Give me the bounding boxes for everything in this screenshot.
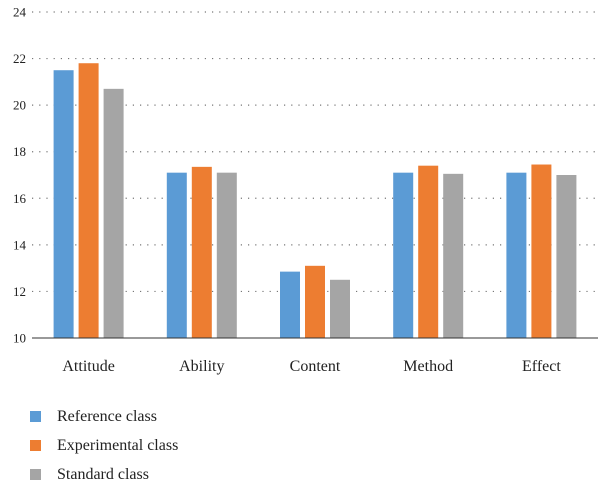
y-tick-label: 10 [13, 331, 26, 346]
bar-standard-class-method [443, 173, 464, 338]
x-category-label: Ability [179, 358, 224, 375]
x-category-label: Method [403, 358, 453, 375]
bar-reference-class-content [280, 271, 300, 338]
y-tick-label: 12 [13, 284, 26, 299]
bar-standard-class-effect [556, 175, 577, 338]
x-category-label: Attitude [62, 358, 114, 375]
y-tick-label: 16 [13, 191, 27, 206]
x-category-label: Content [290, 358, 341, 375]
y-tick-label: 18 [13, 144, 26, 159]
y-tick-label: 14 [13, 237, 27, 252]
legend-swatch [30, 440, 41, 451]
legend-label: Experimental class [57, 436, 179, 454]
bar-experimental-class-content [305, 265, 325, 338]
x-axis-category-labels: Attitude Ability Content Method Effect [62, 358, 561, 375]
legend-swatch [30, 469, 41, 480]
bar-standard-class-ability [216, 172, 237, 338]
bar-experimental-class-attitude [78, 63, 99, 338]
bar-standard-class-content [330, 279, 350, 338]
y-axis-ticks: 10 12 14 16 18 20 22 24 [13, 5, 27, 346]
legend: Reference class Experimental class Standar… [30, 402, 178, 489]
bar-experimental-class-effect [531, 164, 552, 338]
legend-label: Reference class [57, 407, 157, 425]
legend-item: Reference class [30, 402, 178, 431]
legend-label: Standard class [57, 465, 149, 483]
y-tick-label: 20 [13, 98, 26, 113]
bar-reference-class-ability [166, 172, 187, 338]
legend-item: Standard class [30, 460, 178, 489]
gridlines [32, 11, 598, 293]
bar-experimental-class-method [418, 165, 439, 338]
bar-reference-class-effect [506, 172, 527, 338]
y-tick-label: 24 [13, 5, 27, 20]
y-tick-label: 22 [13, 51, 26, 66]
legend-swatch [30, 411, 41, 422]
bar-reference-class-attitude [53, 70, 74, 338]
bar-standard-class-attitude [103, 88, 124, 338]
legend-item: Experimental class [30, 431, 178, 460]
bar-experimental-class-ability [191, 166, 212, 338]
x-category-label: Effect [522, 358, 561, 375]
bar-reference-class-method [393, 172, 414, 338]
bars [53, 63, 577, 338]
